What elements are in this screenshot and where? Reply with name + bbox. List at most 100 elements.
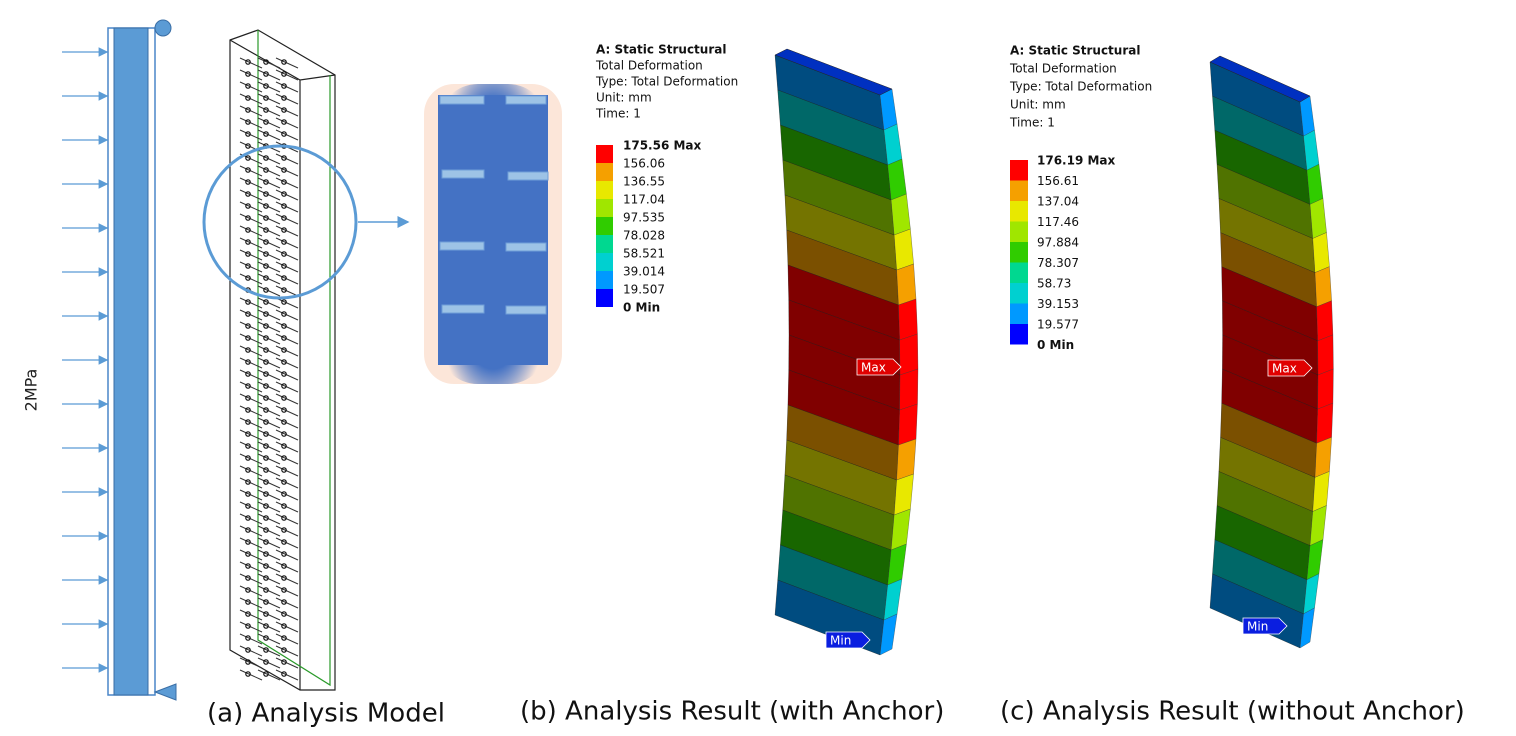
tag-box <box>1267 359 1313 377</box>
anchor-head <box>245 143 251 149</box>
anchor-rod <box>239 669 263 681</box>
legend-label: 175.56 Max <box>623 139 702 153</box>
anchor-head <box>263 275 269 281</box>
anchor-rod <box>257 561 281 573</box>
legend-label: 78.307 <box>1037 256 1079 270</box>
anchor-head <box>245 479 251 485</box>
anchor-head <box>281 263 287 269</box>
anchor-head <box>263 503 269 509</box>
anchor-rod <box>257 369 281 381</box>
anchor-head <box>263 203 269 209</box>
anchor-head <box>245 587 251 593</box>
anchor-rod <box>257 585 281 597</box>
anchor-rod <box>275 561 299 573</box>
anchor-head <box>281 71 287 77</box>
tag-box <box>1242 617 1288 635</box>
beam-band <box>1312 471 1330 512</box>
anchor-rod <box>239 333 263 345</box>
anchor-rod <box>275 657 299 669</box>
anchor-head <box>263 443 269 449</box>
anchor-rod <box>239 129 263 141</box>
anchor-rod <box>257 93 281 105</box>
anchor-head <box>281 503 287 509</box>
beam-band <box>1316 402 1334 444</box>
anchor-rod <box>257 645 281 657</box>
pin-support <box>154 19 172 37</box>
anchor-head <box>263 131 269 137</box>
anchor-rod <box>239 345 263 357</box>
tag-box <box>856 358 902 376</box>
legend-label: 97.535 <box>623 211 665 225</box>
beam-band <box>898 403 918 446</box>
anchor-rod <box>257 273 281 285</box>
caption: (a) Analysis Model <box>207 699 445 729</box>
beam-top <box>1209 55 1311 103</box>
beam-band <box>890 193 911 236</box>
tag-label: Min <box>830 634 851 648</box>
anchor-rod <box>257 465 281 477</box>
anchor-head <box>263 395 269 401</box>
anchor-head <box>281 491 287 497</box>
legend-swatch <box>596 253 613 271</box>
anchor-rod <box>239 249 263 261</box>
anchor-head <box>245 215 251 221</box>
anchor-rod <box>257 309 281 321</box>
anchor-rod <box>275 345 299 357</box>
anchor-rod <box>239 69 263 81</box>
anchor-rod <box>257 525 281 537</box>
anchor-rod <box>239 225 263 237</box>
legend-swatch <box>1010 324 1028 345</box>
legend-label: 156.06 <box>623 157 665 171</box>
anchor-head <box>281 407 287 413</box>
anchor-head <box>263 539 269 545</box>
anchor-rod <box>275 537 299 549</box>
anchor-rod <box>257 513 281 525</box>
anchor-head <box>281 515 287 521</box>
anchor-rod <box>239 489 263 501</box>
pressure-arrows <box>62 47 109 673</box>
beam-band <box>893 473 914 516</box>
anchor-head <box>245 191 251 197</box>
anchor-head <box>263 371 269 377</box>
anchor-rod <box>257 177 281 189</box>
anchor-head <box>245 131 251 137</box>
beam-band <box>1312 232 1330 273</box>
tag-label: Max <box>861 361 886 375</box>
anchor-rod <box>275 93 299 105</box>
legend-label: 19.507 <box>623 283 665 297</box>
anchor-rod <box>257 117 281 129</box>
legend-label: 136.55 <box>623 175 665 189</box>
anchor-rod <box>239 561 263 573</box>
anchor-rod <box>257 189 281 201</box>
anchor-head <box>245 371 251 377</box>
legend-swatch <box>596 289 613 307</box>
anchor-rod <box>275 189 299 201</box>
anchor-head <box>263 191 269 197</box>
anchor-rod <box>257 417 281 429</box>
anchor-head <box>263 491 269 497</box>
anchor-head <box>245 647 251 653</box>
anchor-rod <box>239 237 263 249</box>
anchor-rod <box>239 381 263 393</box>
anchor-head <box>281 587 287 593</box>
anchor-rod <box>257 225 281 237</box>
anchor-head <box>281 179 287 185</box>
legend-header: A: Static Structural <box>1010 44 1140 58</box>
anchor-head <box>263 287 269 293</box>
anchor-head <box>281 527 287 533</box>
anchor-head <box>281 299 287 305</box>
anchor-head <box>281 431 287 437</box>
anchor-rod <box>239 309 263 321</box>
anchor-head <box>245 95 251 101</box>
anchor-rod <box>239 357 263 369</box>
results: Max Min A: Static Structural Total Deformat… <box>595 43 1334 656</box>
anchor-rod <box>257 81 281 93</box>
anchor-rod <box>257 165 281 177</box>
anchor-rod <box>275 453 299 465</box>
anchor-head <box>263 563 269 569</box>
beam-band <box>1317 334 1334 376</box>
anchor-head <box>245 335 251 341</box>
anchor-rod <box>239 105 263 117</box>
anchor-rod <box>239 633 263 645</box>
anchor-rod <box>239 609 263 621</box>
